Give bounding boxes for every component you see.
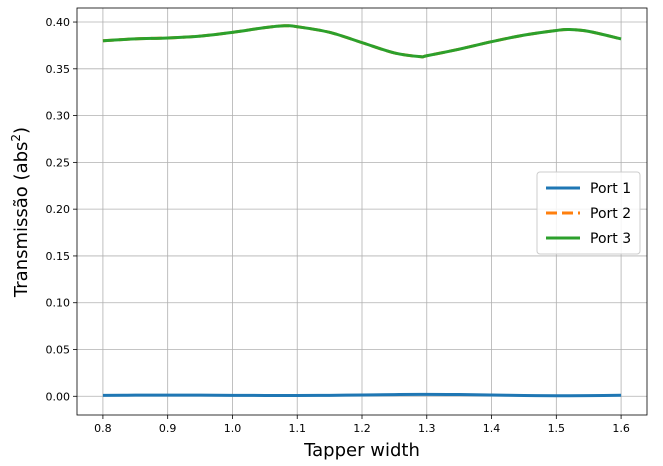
y-axis-ticks: 0.00 0.05 0.10 0.15 0.20 0.25 0.30 0.35 0.40 (46, 16, 77, 403)
x-tick-label: 0.8 (94, 422, 112, 435)
y-tick-label: 0.20 (46, 203, 71, 216)
x-axis-label: Tapper width (303, 440, 420, 461)
legend-label-port-3: Port 3 (590, 231, 631, 247)
y-axis-label-end: ) (11, 127, 32, 134)
x-tick-label: 0.9 (159, 422, 177, 435)
legend: Port 1 Port 2 Port 3 (536, 171, 641, 255)
x-tick-label: 1.3 (418, 422, 436, 435)
legend-label-port-2: Port 2 (590, 206, 631, 222)
y-tick-label: 0.30 (46, 110, 71, 123)
y-axis-label: Transmissão (abs2) (9, 127, 32, 298)
x-tick-label: 1.0 (224, 422, 242, 435)
x-tick-label: 1.5 (548, 422, 566, 435)
legend-box (536, 171, 641, 255)
x-tick-label: 1.4 (483, 422, 501, 435)
y-axis-label-main: Transmissão (abs (11, 142, 32, 298)
x-tick-label: 1.1 (288, 422, 306, 435)
y-axis-label-superscript: 2 (9, 134, 23, 142)
x-axis-ticks: 0.8 0.9 1.0 1.1 1.2 1.3 1.4 1.5 1.6 (94, 415, 630, 435)
y-tick-label: 0.25 (46, 156, 71, 169)
series-line-port-3 (102, 24, 622, 59)
y-tick-label: 0.40 (46, 16, 71, 29)
legend-label-port-1: Port 1 (590, 181, 631, 197)
y-tick-label: 0.05 (46, 344, 71, 357)
y-tick-label: 0.15 (46, 250, 71, 263)
y-tick-label: 0.00 (46, 390, 71, 403)
series-line-port-1 (102, 392, 622, 398)
series-lines (102, 24, 622, 398)
y-tick-label: 0.35 (46, 63, 71, 76)
y-tick-label: 0.10 (46, 297, 71, 310)
x-tick-label: 1.2 (353, 422, 371, 435)
x-tick-label: 1.6 (612, 422, 630, 435)
